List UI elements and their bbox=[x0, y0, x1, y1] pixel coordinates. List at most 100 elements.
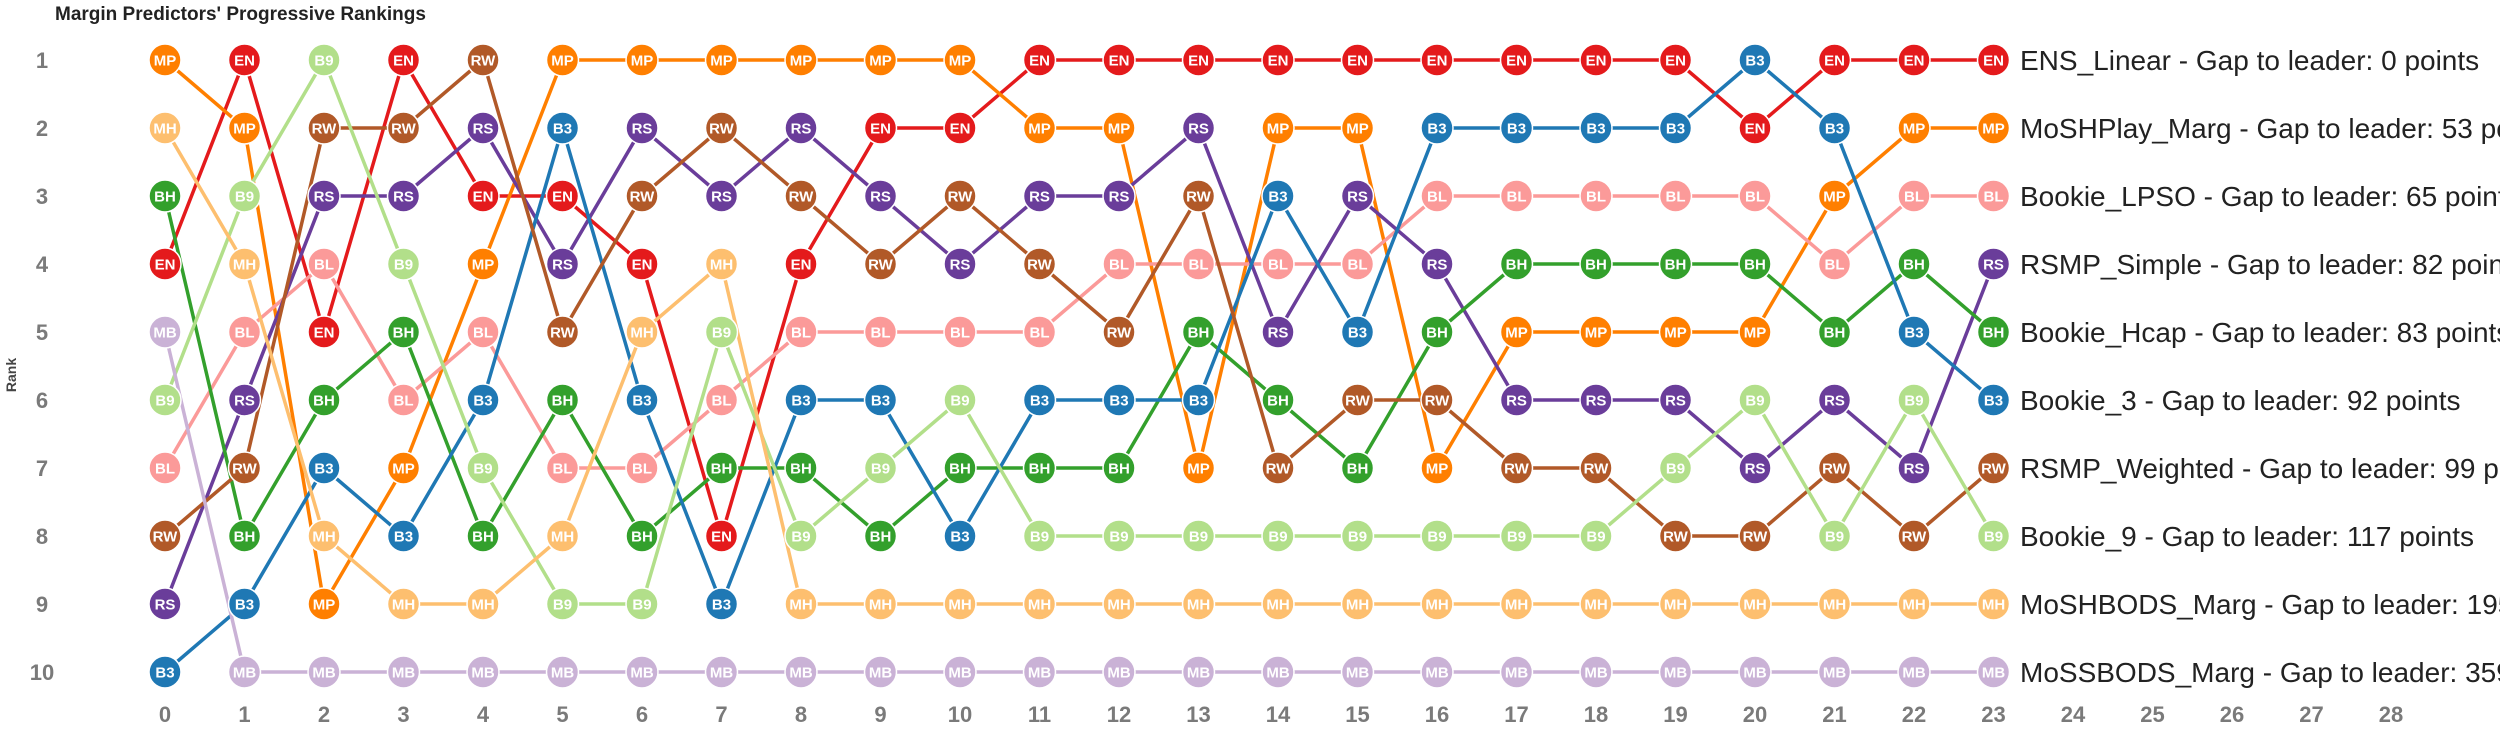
point-label-RW: RW bbox=[1107, 325, 1133, 342]
point-label-BL: BL bbox=[1904, 189, 1924, 206]
y-tick-label: 2 bbox=[36, 116, 48, 141]
point-marker-RS bbox=[1817, 383, 1852, 417]
point-label-BL: BL bbox=[1825, 257, 1845, 274]
point-marker-RW bbox=[1340, 383, 1375, 417]
point-marker-B3 bbox=[1817, 111, 1852, 145]
point-marker-MB bbox=[1181, 655, 1216, 689]
x-tick-label: 1 bbox=[238, 702, 250, 727]
x-tick-label: 13 bbox=[1186, 702, 1210, 727]
point-label-BL: BL bbox=[1666, 189, 1686, 206]
series-line-EN bbox=[163, 58, 1996, 538]
point-label-RS: RS bbox=[1427, 257, 1448, 274]
point-label-RW: RW bbox=[550, 325, 576, 342]
point-marker-MP bbox=[1340, 111, 1375, 145]
point-marker-B3 bbox=[1022, 383, 1057, 417]
point-marker-BL bbox=[1102, 247, 1136, 281]
point-marker-BL bbox=[1420, 179, 1454, 213]
point-marker-RS bbox=[1976, 247, 2011, 281]
point-label-B9: B9 bbox=[791, 529, 810, 546]
series-lines bbox=[163, 58, 1996, 674]
x-tick-label: 27 bbox=[2299, 702, 2323, 727]
point-marker-B3 bbox=[625, 383, 659, 417]
point-label-MP: MP bbox=[631, 53, 654, 70]
x-tick-label: 23 bbox=[1981, 702, 2005, 727]
end-label-RW: RSMP_Weighted - Gap to leader: 99 points bbox=[2020, 453, 2500, 484]
point-marker-B3 bbox=[227, 587, 262, 621]
point-label-EN: EN bbox=[870, 121, 891, 138]
point-marker-MH bbox=[1420, 587, 1454, 621]
point-marker-RS bbox=[625, 111, 659, 145]
point-label-B3: B3 bbox=[394, 529, 413, 546]
point-marker-B9 bbox=[466, 451, 500, 485]
point-marker-B9 bbox=[148, 383, 182, 417]
point-marker-BH bbox=[386, 315, 421, 349]
point-marker-BH bbox=[1658, 247, 1693, 281]
point-label-BH: BH bbox=[1903, 257, 1925, 274]
point-marker-MP bbox=[784, 43, 818, 77]
x-tick-label: 5 bbox=[556, 702, 568, 727]
y-tick-label: 3 bbox=[36, 184, 48, 209]
series-line-B9 bbox=[163, 58, 1996, 606]
point-marker-B9 bbox=[307, 43, 341, 77]
point-marker-MH bbox=[1817, 587, 1852, 621]
point-marker-MB bbox=[863, 655, 898, 689]
point-label-RS: RS bbox=[473, 121, 494, 138]
point-marker-EN bbox=[148, 247, 182, 281]
point-label-B3: B3 bbox=[1268, 189, 1287, 206]
point-marker-RW bbox=[784, 179, 818, 213]
point-marker-RS bbox=[307, 179, 341, 213]
point-label-MB: MB bbox=[1823, 665, 1846, 682]
x-tick-label: 7 bbox=[715, 702, 727, 727]
point-marker-RW bbox=[1738, 519, 1772, 553]
point-marker-B3 bbox=[545, 111, 580, 145]
point-label-BH: BH bbox=[1983, 325, 2005, 342]
point-label-B9: B9 bbox=[1825, 529, 1844, 546]
point-marker-B3 bbox=[1738, 43, 1772, 77]
point-marker-EN bbox=[1022, 43, 1057, 77]
point-marker-B9 bbox=[704, 315, 739, 349]
x-tick-label: 6 bbox=[636, 702, 648, 727]
point-label-RS: RS bbox=[1109, 189, 1130, 206]
point-label-BH: BH bbox=[234, 529, 256, 546]
point-label-MH: MH bbox=[710, 257, 733, 274]
series-line-BH bbox=[163, 194, 1996, 538]
point-marker-RS bbox=[1022, 179, 1057, 213]
point-marker-RS bbox=[148, 587, 182, 621]
point-marker-RS bbox=[1579, 383, 1613, 417]
point-marker-B3 bbox=[466, 383, 500, 417]
point-marker-RS bbox=[1420, 247, 1454, 281]
y-tick-label: 5 bbox=[36, 320, 48, 345]
point-label-MH: MH bbox=[153, 121, 176, 138]
point-marker-EN bbox=[863, 111, 898, 145]
point-marker-BH bbox=[784, 451, 818, 485]
point-marker-RS bbox=[227, 383, 262, 417]
point-label-MB: MB bbox=[153, 325, 176, 342]
point-label-EN: EN bbox=[1268, 53, 1289, 70]
point-label-BH: BH bbox=[552, 393, 574, 410]
point-marker-MP bbox=[1420, 451, 1454, 485]
point-marker-EN bbox=[1420, 43, 1454, 77]
point-label-EN: EN bbox=[711, 529, 732, 546]
point-label-MP: MP bbox=[710, 53, 733, 70]
point-marker-RS bbox=[1102, 179, 1136, 213]
point-marker-BH bbox=[1102, 451, 1136, 485]
point-label-B3: B3 bbox=[235, 597, 254, 614]
point-label-B9: B9 bbox=[1109, 529, 1128, 546]
point-label-BH: BH bbox=[870, 529, 892, 546]
point-marker-BL bbox=[943, 315, 977, 349]
point-label-MH: MH bbox=[1187, 597, 1210, 614]
point-marker-B9 bbox=[227, 179, 262, 213]
point-marker-B9 bbox=[1658, 451, 1693, 485]
point-label-BH: BH bbox=[711, 461, 733, 478]
point-label-MB: MB bbox=[551, 665, 574, 682]
point-marker-RW bbox=[943, 179, 977, 213]
point-label-EN: EN bbox=[1824, 53, 1845, 70]
point-marker-EN bbox=[466, 179, 500, 213]
point-marker-MB bbox=[1738, 655, 1772, 689]
point-label-RS: RS bbox=[1665, 393, 1686, 410]
point-label-MP: MP bbox=[154, 53, 177, 70]
point-label-EN: EN bbox=[1586, 53, 1607, 70]
point-marker-B9 bbox=[1579, 519, 1613, 553]
point-label-B9: B9 bbox=[1348, 529, 1367, 546]
y-tick-label: 7 bbox=[36, 456, 48, 481]
